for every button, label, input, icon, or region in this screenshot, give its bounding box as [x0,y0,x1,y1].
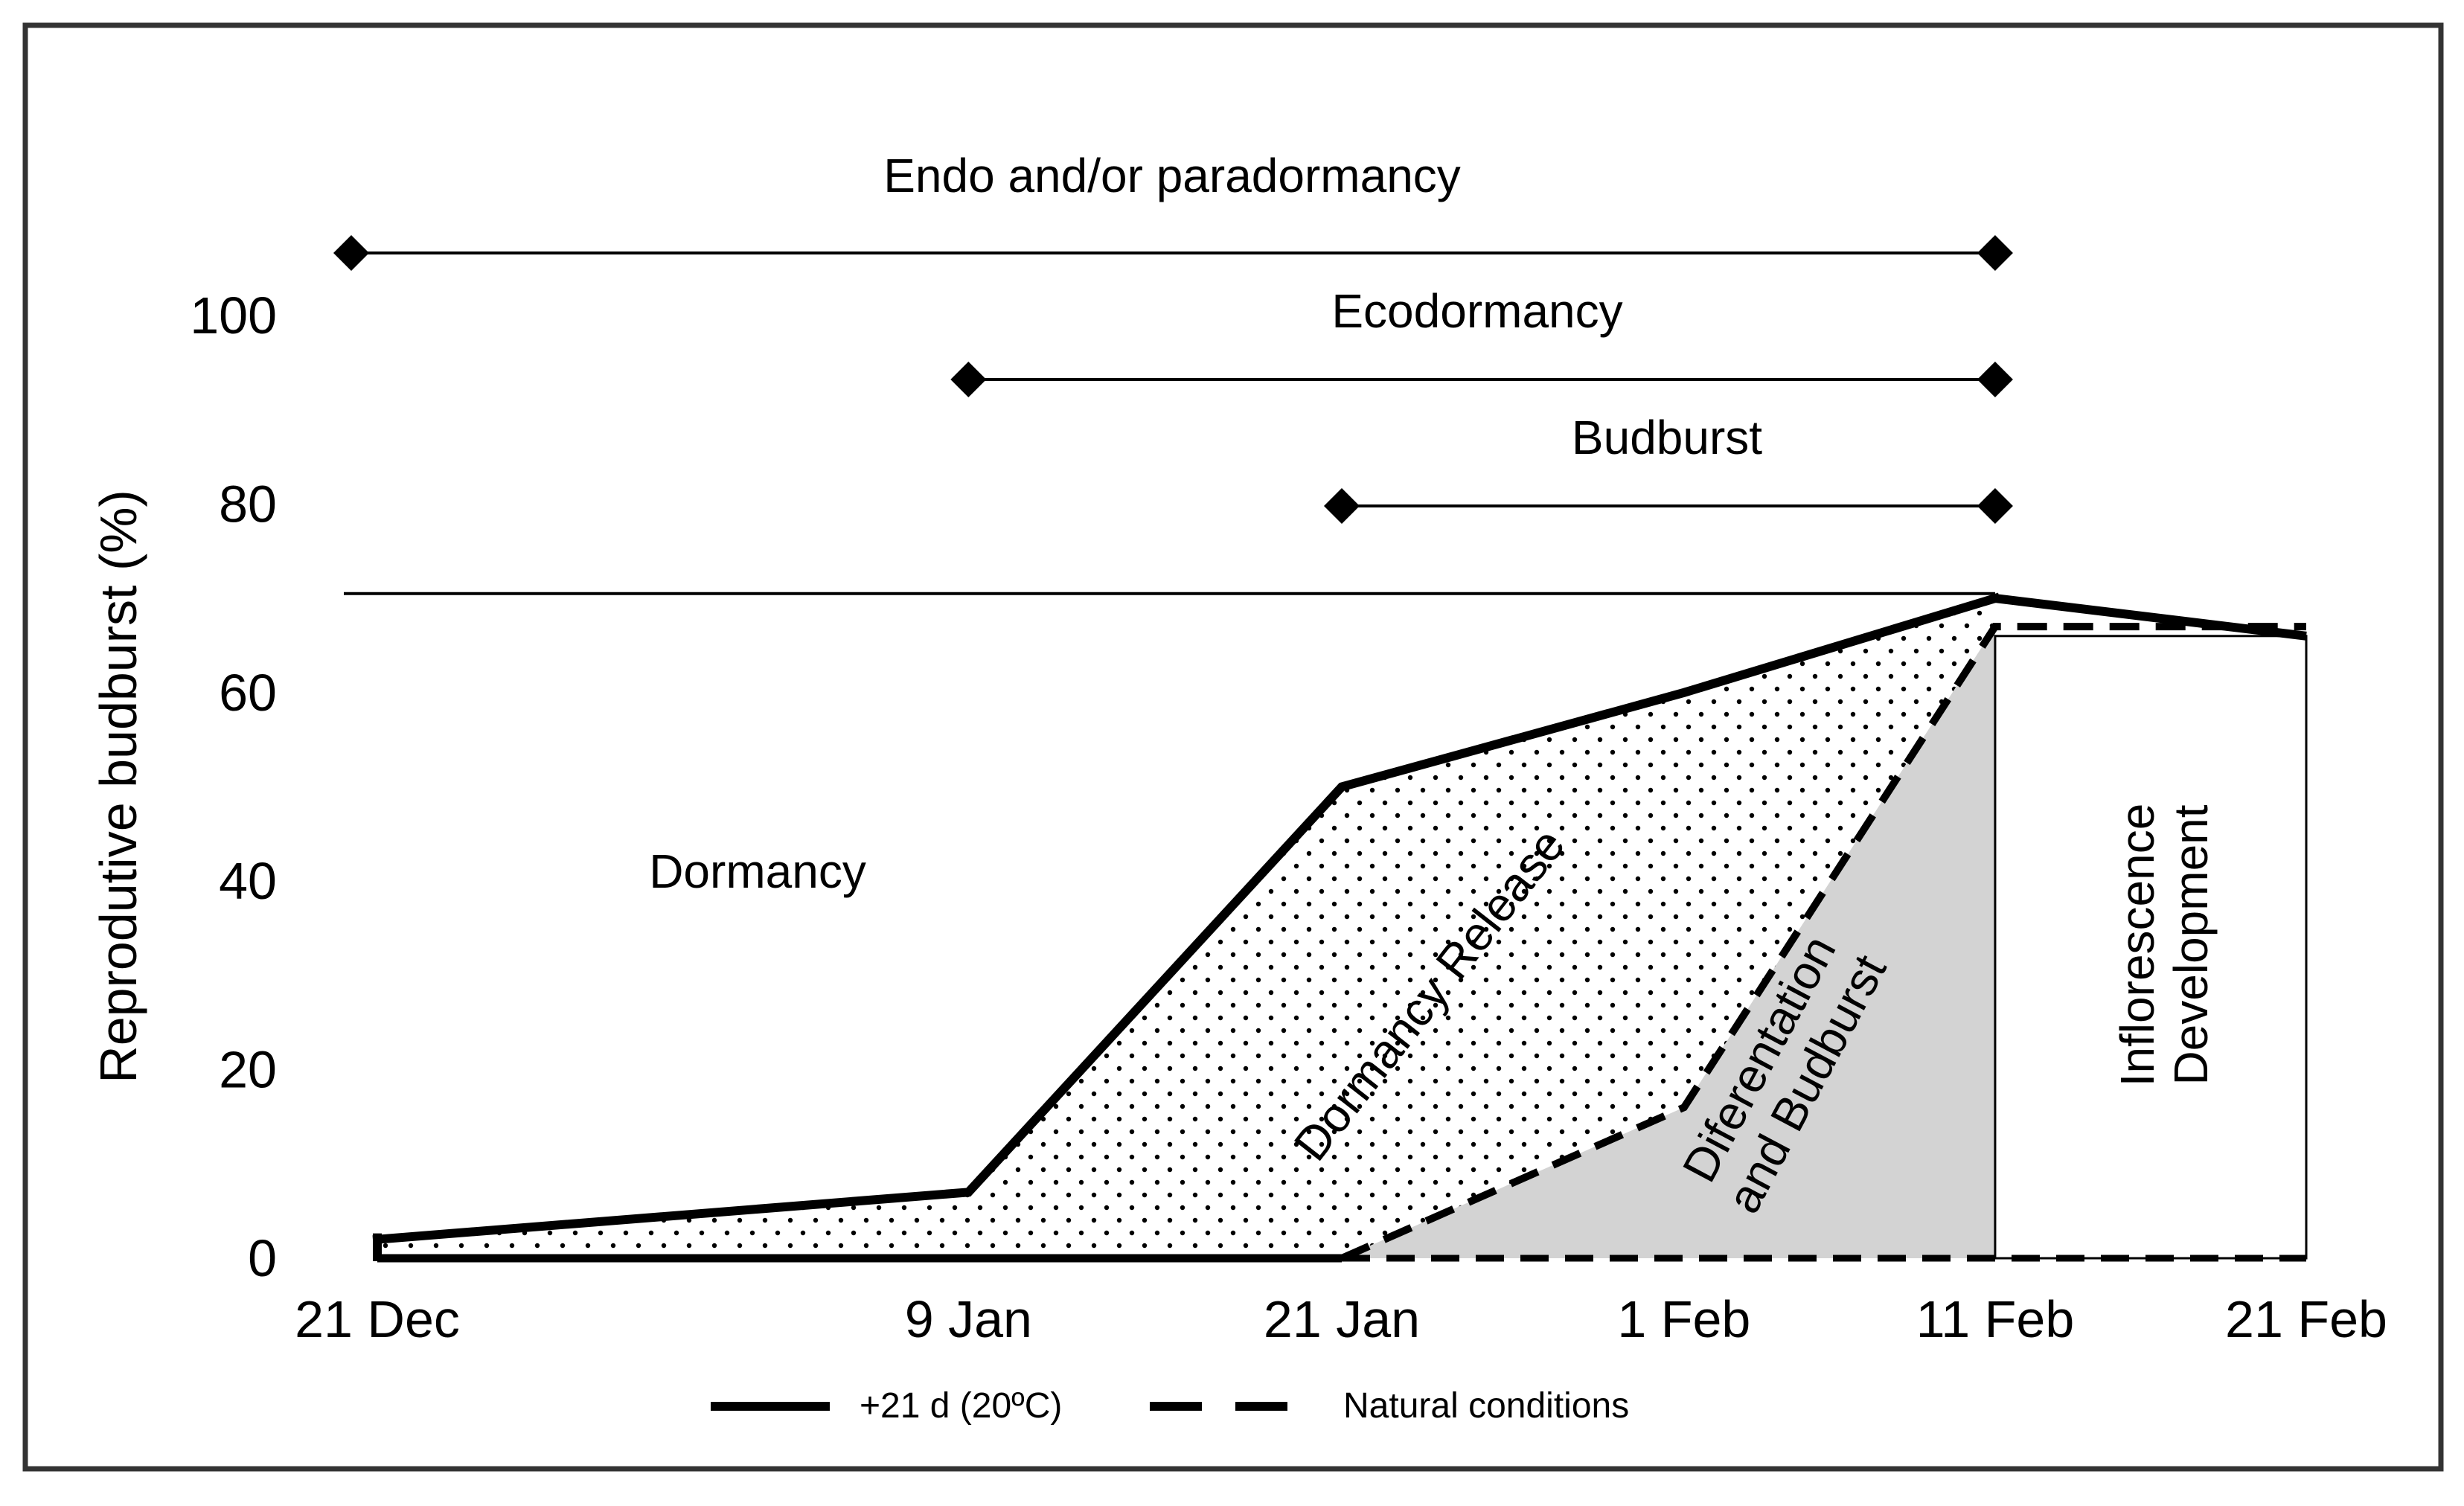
inflorescence-box [1994,635,2308,1260]
phase-bar-label: Endo and/or paradormancy [883,149,1461,202]
legend-label-21d: +21 d (20ºC) [860,1386,1062,1426]
phase-bar-label: Ecodormancy [1331,284,1622,338]
region-label-dormancy: Dormancy [649,845,866,898]
region-fills [377,598,2308,1260]
y-tick-label: 40 [219,852,277,910]
phase-bar-end-marker [1977,235,2013,271]
legend-label-natural: Natural conditions [1343,1386,1629,1426]
phase-bar-start-marker [950,362,987,397]
x-axis-baseline [344,592,2306,1263]
x-tick-labels: 21 Dec 9 Jan 21 Jan 1 Feb 11 Feb 21 Feb [295,1290,2387,1348]
series-line-21d [372,592,2001,1245]
x-tick-label: 21 Jan [1264,1290,1420,1348]
x-tick-label: 21 Feb [2225,1290,2387,1348]
y-tick-label: 80 [219,475,277,533]
y-tick-label: 20 [219,1041,277,1099]
y-axis-title: Reprodutive budburst (%) [89,490,147,1083]
phase-bar-start-marker [333,235,369,271]
x-tick-label: 1 Feb [1617,1290,1750,1348]
y-tick-label: 0 [248,1229,277,1287]
x-tick-label: 11 Feb [1916,1290,2075,1348]
dormancy-release-fill [377,598,1995,1258]
legend: +21 d (20ºC) Natural conditions [711,1386,1629,1426]
series-line-natural [1340,623,2306,1262]
phase-bar-start-marker [1324,488,1360,524]
phase-bar-label: Budburst [1572,411,1762,464]
y-tick-label: 60 [219,664,277,722]
series-lines [372,592,2307,1262]
y-tick-label: 100 [190,286,277,345]
phase-bar-end-marker [1977,362,2013,397]
differentiation-fill [1342,627,1995,1258]
phase-bars: Endo and/or paradormancy Ecodormancy Budbu… [333,149,2013,524]
x-tick-label: 21 Dec [295,1290,460,1348]
y-tick-labels: 0 20 40 60 80 100 [190,286,277,1287]
region-label-inflorescence: InflorescenceDevelopment [2111,804,2218,1087]
x-tick-label: 9 Jan [905,1290,1032,1348]
phase-bar-end-marker [1977,488,2013,524]
